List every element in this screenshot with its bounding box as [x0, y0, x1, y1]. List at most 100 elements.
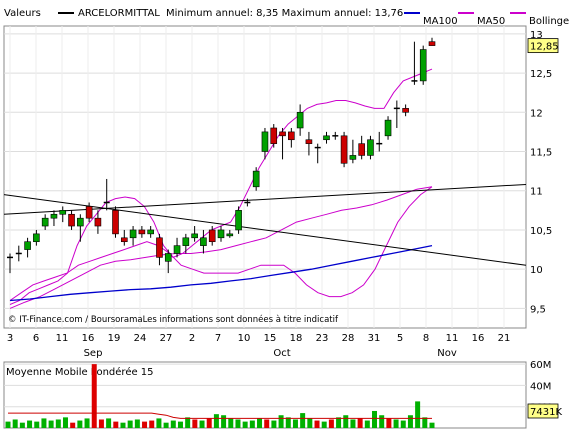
- volume-bar: [350, 419, 356, 428]
- legend-bollinger: Bollinger: [510, 8, 570, 26]
- candle-body: [261, 131, 269, 152]
- volume-bar: [206, 418, 212, 428]
- candle-body: [191, 233, 198, 239]
- volume-bar: [429, 422, 435, 428]
- volume-ma-line: [8, 412, 432, 419]
- volume-bar: [34, 421, 40, 428]
- x-tick-label: 19: [108, 333, 121, 344]
- volume-bar: [177, 421, 183, 428]
- stock-name: ARCELORMITTAL: [78, 8, 160, 19]
- candle-body: [112, 210, 119, 235]
- volume-bar: [379, 415, 385, 428]
- x-tick-label: 28: [342, 333, 355, 344]
- candle-body: [24, 241, 31, 250]
- volume-bar: [77, 420, 83, 428]
- volume-bar: [407, 415, 413, 428]
- x-tick-label: 2: [189, 333, 195, 344]
- volume-bar: [170, 420, 176, 428]
- bollinger-lower-line: [9, 186, 433, 301]
- trendline-up: [3, 183, 527, 215]
- volume-bar: [12, 419, 18, 428]
- volume-bar: [364, 420, 370, 428]
- volume-bar: [113, 421, 119, 428]
- volume-bar: [307, 418, 313, 428]
- x-tick-label: 6: [33, 333, 39, 344]
- candle-body: [120, 237, 128, 243]
- x-tick-label: 10: [238, 333, 251, 344]
- candle-body: [94, 217, 102, 227]
- x-tick-label: 24: [134, 333, 147, 344]
- candle-body: [182, 237, 190, 246]
- candle-body: [68, 213, 75, 227]
- volume-bar: [120, 422, 126, 428]
- x-tick-label: 3: [7, 333, 13, 344]
- min-max-text: Minimum annuel: 8,35 Maximum annuel: 13,…: [166, 8, 404, 19]
- candle-body: [85, 206, 93, 219]
- volume-bar: [106, 418, 112, 428]
- volume-bar: [163, 422, 169, 428]
- candle-body: [138, 229, 146, 235]
- volume-bar: [235, 419, 241, 428]
- price-panel-border: [3, 25, 527, 329]
- candle-body: [428, 41, 436, 46]
- candle-body: [384, 119, 392, 137]
- volume-bar: [300, 413, 306, 428]
- volume-bar: [372, 410, 378, 428]
- volume-last-label: 7431K: [530, 407, 562, 418]
- volume-bar: [199, 420, 205, 428]
- legend-ma100: MA100: [404, 8, 458, 26]
- candle-body: [419, 49, 427, 82]
- volume-title: Moyenne Mobile Pondérée 15: [6, 366, 154, 378]
- volume-bar: [5, 421, 11, 428]
- volume-bar: [149, 420, 155, 428]
- last-price-label: 12,85: [530, 42, 559, 53]
- volume-bar: [343, 415, 349, 428]
- volume-bar: [228, 418, 234, 428]
- x-tick-label: 11: [56, 333, 69, 344]
- price-tick-label: 10: [530, 265, 543, 276]
- candle-body: [349, 155, 357, 160]
- volume-bar: [192, 419, 198, 428]
- volume-bar: [221, 415, 227, 428]
- x-tick-label: 18: [290, 333, 303, 344]
- volume-bar: [41, 418, 47, 428]
- volume-bar: [249, 420, 255, 428]
- legend-ma50: MA50: [458, 8, 505, 26]
- month-label: Sep: [84, 348, 103, 359]
- candle-body: [305, 139, 313, 144]
- candle-body: [50, 213, 58, 219]
- volume-bar: [393, 419, 399, 428]
- volume-bar: [271, 420, 277, 428]
- volume-bar: [285, 417, 291, 428]
- candle-body: [252, 170, 260, 188]
- volume-bar: [62, 417, 68, 428]
- volume-bar: [70, 422, 76, 428]
- x-tick-label: 21: [498, 333, 511, 344]
- volume-bar: [336, 417, 342, 428]
- price-tick-label: 9,5: [530, 304, 546, 315]
- candle-body: [208, 229, 216, 243]
- chart-header: Valeurs ARCELORMITTAL Minimum annuel: 8,…: [0, 0, 570, 26]
- volume-bar: [292, 419, 298, 428]
- month-label: Oct: [273, 348, 290, 359]
- x-tick-label: 11: [446, 333, 459, 344]
- volume-bar: [321, 421, 327, 428]
- x-tick-label: 8: [423, 333, 429, 344]
- price-tick-label: 12,5: [530, 69, 552, 80]
- volume-bar: [156, 418, 162, 428]
- candle-body: [200, 237, 207, 246]
- candle-body: [173, 245, 181, 254]
- volume-bar: [357, 418, 363, 428]
- candle-body: [270, 127, 278, 144]
- volume-bar: [242, 421, 248, 428]
- month-label: Nov: [437, 348, 457, 359]
- volume-bar: [278, 415, 284, 428]
- candle-body: [235, 210, 242, 231]
- ma50-line: [9, 186, 433, 309]
- volume-bar: [213, 414, 219, 428]
- volume-bar: [185, 417, 191, 428]
- price-tick-label: 12: [530, 108, 543, 119]
- ma100-line: [9, 244, 433, 302]
- price-tick-label: 10,5: [530, 226, 552, 237]
